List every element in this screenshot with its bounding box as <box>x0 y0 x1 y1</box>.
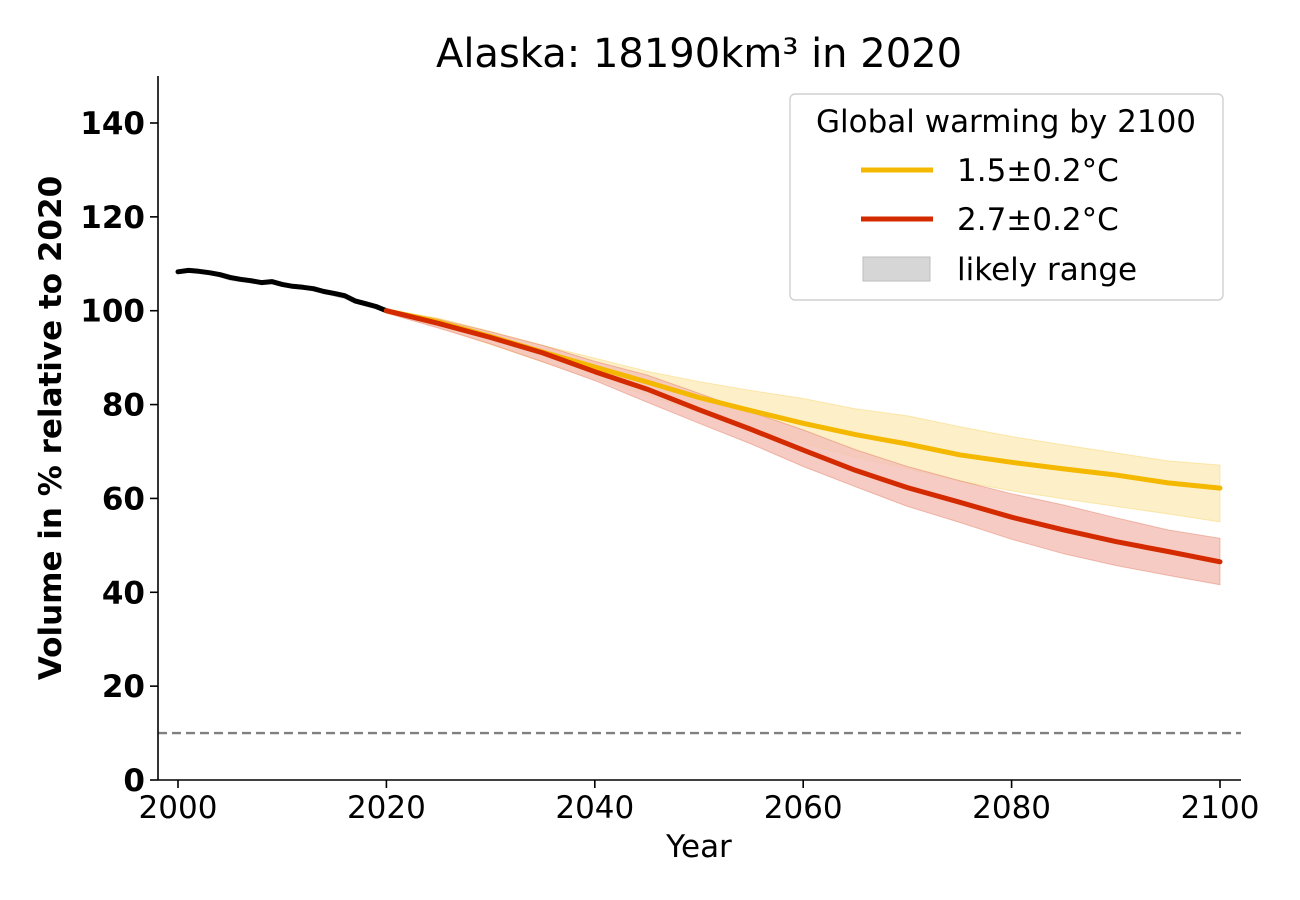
band-scenario-2 <box>385 308 1221 586</box>
band-historical <box>178 268 387 313</box>
series-lines <box>175 267 1223 565</box>
y-tick-label: 0 <box>123 763 145 799</box>
x-axis-label: Year <box>665 829 732 865</box>
y-axis-label: Volume in % relative to 2020 <box>33 176 69 680</box>
x-axis-ticks: 2000 2020 2040 2060 2080 2100 <box>139 780 1260 826</box>
line-scenario-2 <box>383 308 1223 565</box>
x-tick-label: 2040 <box>555 790 634 826</box>
y-tick-label: 40 <box>102 575 145 611</box>
y-tick-label: 120 <box>80 200 145 236</box>
y-tick-label: 20 <box>102 669 145 705</box>
y-tick-label: 80 <box>102 388 145 424</box>
legend-label-1-5: 1.5±0.2°C <box>957 153 1119 189</box>
y-axis-ticks: 0 20 40 60 80 100 120 140 <box>80 106 158 799</box>
x-tick-label: 2000 <box>139 790 218 826</box>
line-historical <box>175 267 389 314</box>
legend-label-likely-range: likely range <box>957 252 1137 288</box>
likely-range-bands <box>178 268 1221 586</box>
legend-label-2-7: 2.7±0.2°C <box>957 202 1119 238</box>
y-tick-label: 140 <box>80 106 145 142</box>
x-tick-label: 2060 <box>764 790 843 826</box>
legend-swatch-likely-range <box>862 256 931 282</box>
legend-title: Global warming by 2100 <box>816 104 1196 140</box>
legend: Global warming by 2100 1.5±0.2°C 2.7±0.2… <box>789 93 1224 301</box>
y-tick-label: 100 <box>80 294 145 330</box>
chart-title: Alaska: 18190km³ in 2020 <box>436 31 962 77</box>
x-tick-label: 2080 <box>972 790 1051 826</box>
legend-frame <box>789 93 1224 301</box>
y-tick-label: 60 <box>102 481 145 517</box>
x-tick-label: 2100 <box>1181 790 1260 826</box>
x-tick-label: 2020 <box>347 790 426 826</box>
